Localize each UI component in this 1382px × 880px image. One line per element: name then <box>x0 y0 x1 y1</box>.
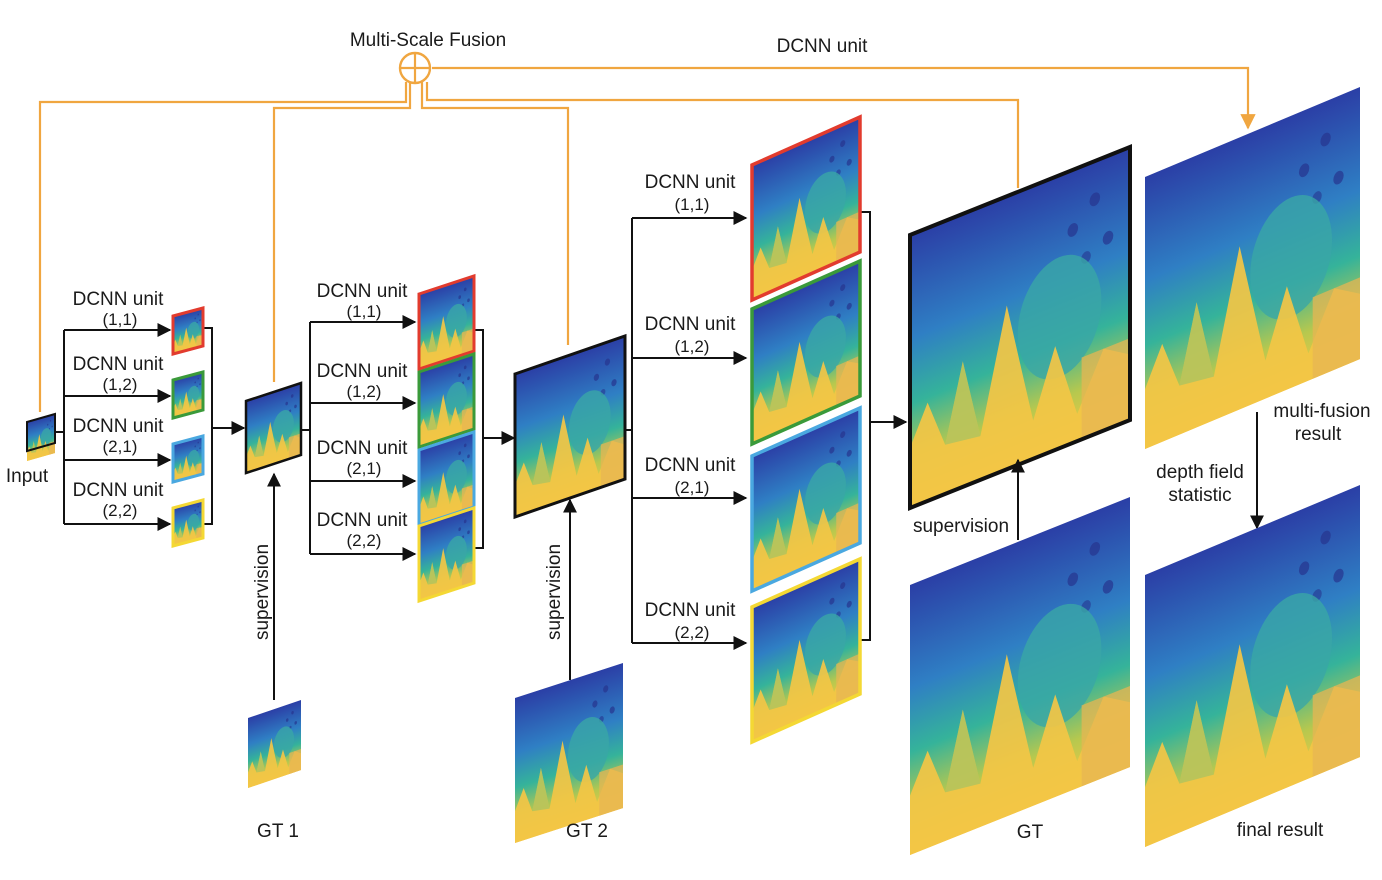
stage3-unit-index: (1,2) <box>675 337 710 356</box>
stage3-unit-index: (1,1) <box>675 195 710 214</box>
multi-fusion-result-image <box>1145 87 1360 449</box>
gt-label: GT <box>1017 822 1044 843</box>
stage2-unit-index: (2,2) <box>347 531 382 550</box>
multi-fusion-label-2: result <box>1295 424 1342 445</box>
stage3-unit-2-1: DCNN unit (2,1) <box>645 405 862 594</box>
supervision-label: supervision <box>913 516 1009 537</box>
multi-fusion-label: multi-fusion <box>1273 401 1370 422</box>
stage3-unit-index: (2,2) <box>675 623 710 642</box>
stage3-unit-1-2: DCNN unit (1,2) <box>645 258 862 447</box>
stage1-unit-title: DCNN unit <box>73 416 165 437</box>
stage2-unit-1-2: DCNN unit (1,2) <box>317 351 476 450</box>
top-dcnn-unit-label: DCNN unit <box>777 36 869 57</box>
input-label: Input <box>6 466 49 487</box>
stage3-output-image <box>908 144 1132 511</box>
stage3-unit-title: DCNN unit <box>645 600 737 621</box>
stage1-unit-2-2: DCNN unit (2,2) <box>73 480 205 548</box>
circle-plus-icon <box>398 51 432 85</box>
stage3-unit-index: (2,1) <box>675 478 710 497</box>
stage3-unit-title: DCNN unit <box>645 455 737 476</box>
supervision-label: supervision <box>252 544 273 640</box>
stage2-unit-2-2: DCNN unit (2,2) <box>317 505 476 604</box>
stage1-unit-index: (2,1) <box>103 437 138 456</box>
stage1-unit-1-1: DCNN unit (1,1) <box>73 289 205 356</box>
final-result-image <box>1145 485 1360 847</box>
gt2-image <box>515 663 623 843</box>
stage2-unit-title: DCNN unit <box>317 361 409 382</box>
stage1-unit-1-2: DCNN unit (1,2) <box>73 354 205 420</box>
gt1-label: GT 1 <box>257 821 299 842</box>
stage1-unit-2-1: DCNN unit (2,1) <box>73 416 205 484</box>
stage1-output-image <box>244 381 303 475</box>
stage1-unit-title: DCNN unit <box>73 354 165 375</box>
stage2-unit-1-1: DCNN unit (1,1) <box>317 273 476 372</box>
stage3-unit-2-2: DCNN unit (2,2) <box>645 556 862 745</box>
supervision-label: supervision <box>544 544 565 640</box>
stage2-unit-title: DCNN unit <box>317 281 409 302</box>
stage2-unit-index: (1,2) <box>347 382 382 401</box>
stage1-unit-index: (1,1) <box>103 310 138 329</box>
stage3-unit-title: DCNN unit <box>645 172 737 193</box>
gt2-label: GT 2 <box>566 821 608 842</box>
gt-image <box>910 497 1130 855</box>
input-image <box>26 412 56 461</box>
stage2-supervision: supervision GT 2 <box>515 498 623 843</box>
fusion-wires <box>38 66 1256 412</box>
stage1-supervision: supervision GT 1 <box>248 472 301 842</box>
stage2-output-image <box>513 333 627 520</box>
stage1-unit-index: (1,2) <box>103 375 138 394</box>
final-result-label: final result <box>1237 820 1324 841</box>
stage2-unit-index: (1,1) <box>347 302 382 321</box>
stage3-unit-title: DCNN unit <box>645 314 737 335</box>
fusion-label: Multi-Scale Fusion <box>350 30 506 51</box>
stage2-unit-title: DCNN unit <box>317 438 409 459</box>
gt1-image <box>248 700 301 788</box>
stage1-unit-index: (2,2) <box>103 501 138 520</box>
stage2-unit-title: DCNN unit <box>317 510 409 531</box>
stage1-unit-title: DCNN unit <box>73 480 165 501</box>
depth-field-statistic-label: depth field <box>1156 462 1244 483</box>
stage1-unit-title: DCNN unit <box>73 289 165 310</box>
stage1-wires <box>55 323 246 531</box>
stage3-unit-1-1: DCNN unit (1,1) <box>645 114 862 303</box>
stage2-wires <box>301 315 516 561</box>
stage3-wires <box>625 211 908 650</box>
stage3-supervision: supervision GT <box>910 458 1130 855</box>
depth-field-statistic-label-2: statistic <box>1168 485 1231 506</box>
stage2-unit-index: (2,1) <box>347 459 382 478</box>
